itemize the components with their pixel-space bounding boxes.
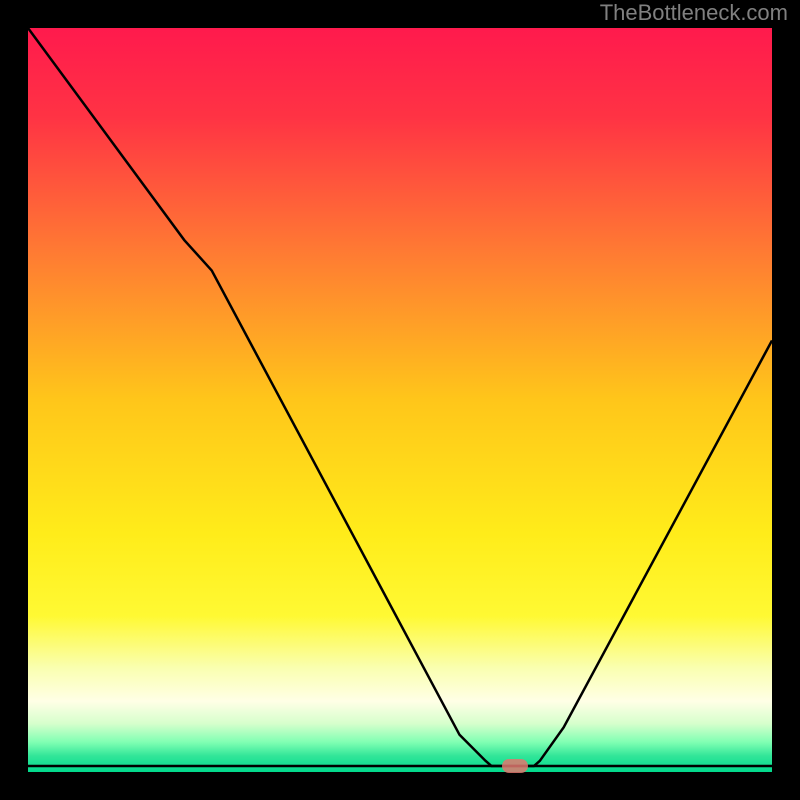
chart-svg	[28, 28, 772, 772]
watermark-text: TheBottleneck.com	[600, 0, 788, 26]
optimal-marker	[502, 759, 528, 773]
chart-background	[28, 28, 772, 772]
chart-plot-area	[28, 28, 772, 772]
